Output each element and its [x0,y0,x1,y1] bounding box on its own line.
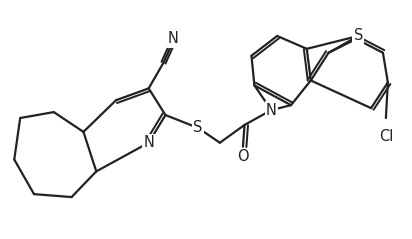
Text: S: S [193,120,203,136]
Text: O: O [237,149,248,164]
Text: N: N [168,32,179,46]
Text: Cl: Cl [379,129,393,144]
Text: S: S [353,28,363,43]
Text: S: S [193,120,203,136]
Text: N: N [266,103,277,118]
Text: O: O [237,149,248,164]
Text: N: N [168,32,179,46]
Text: Cl: Cl [379,129,393,144]
Text: N: N [143,135,154,150]
Text: S: S [353,28,363,43]
